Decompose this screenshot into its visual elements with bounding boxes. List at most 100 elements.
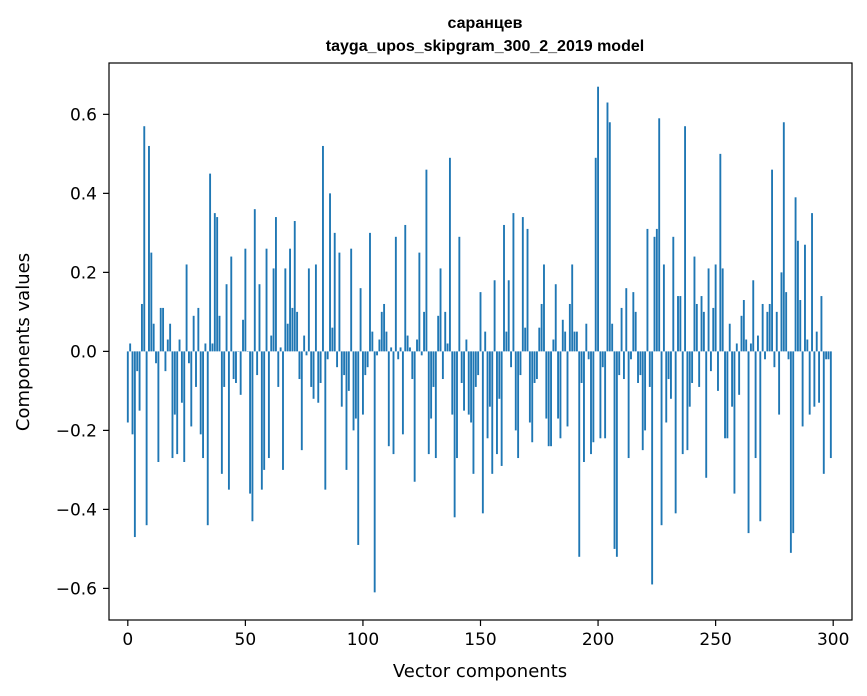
- bar: [677, 296, 679, 352]
- bar: [249, 351, 252, 494]
- bar: [665, 351, 668, 423]
- bar: [307, 268, 310, 352]
- bar: [171, 351, 174, 459]
- bar: [611, 323, 614, 352]
- bar: [387, 351, 390, 447]
- bar: [213, 213, 216, 352]
- bar: [385, 331, 388, 352]
- bar: [256, 351, 259, 376]
- bar: [270, 335, 273, 352]
- bar: [651, 351, 654, 585]
- bar: [641, 351, 644, 451]
- bar: [820, 296, 823, 352]
- bar: [420, 351, 423, 356]
- bar: [747, 351, 750, 534]
- bar: [423, 311, 426, 352]
- bar: [543, 264, 545, 352]
- bar: [378, 339, 381, 352]
- y-tick-label: 0.6: [70, 105, 97, 125]
- bar: [493, 280, 496, 352]
- bar: [486, 351, 489, 439]
- bar: [702, 311, 705, 352]
- bar: [376, 351, 378, 356]
- chart-title: саранцев: [448, 15, 523, 32]
- bar: [639, 351, 642, 376]
- bar: [416, 339, 418, 352]
- bar: [728, 323, 731, 352]
- bar: [409, 347, 411, 352]
- bar: [312, 351, 315, 399]
- bar: [742, 300, 745, 352]
- bar: [364, 351, 367, 376]
- bar: [698, 351, 701, 387]
- bar: [192, 315, 195, 352]
- bar: [260, 351, 263, 490]
- bar: [477, 351, 480, 376]
- bar: [470, 351, 473, 423]
- bar: [500, 351, 503, 466]
- bar: [733, 351, 736, 494]
- bar: [180, 351, 183, 403]
- bar: [275, 217, 277, 352]
- bar: [594, 157, 597, 352]
- bar: [359, 288, 362, 352]
- bar: [540, 303, 543, 352]
- bar: [347, 351, 350, 391]
- bar: [279, 347, 282, 352]
- bar: [768, 303, 771, 352]
- bar: [775, 311, 778, 352]
- bar: [550, 351, 552, 447]
- bar: [599, 351, 602, 439]
- chart-subtitle: tayga_upos_skipgram_300_2_2019 model: [326, 38, 644, 55]
- bar: [709, 351, 712, 372]
- bar: [822, 351, 825, 474]
- bar: [510, 351, 513, 368]
- bar: [444, 311, 447, 352]
- bar: [662, 264, 665, 352]
- bar: [787, 351, 790, 360]
- x-tick-label: 100: [347, 630, 379, 650]
- bar: [251, 351, 254, 522]
- bar: [514, 351, 517, 431]
- bar: [357, 351, 360, 545]
- bar: [366, 351, 369, 368]
- bar: [557, 351, 560, 419]
- bar: [547, 351, 550, 447]
- bar: [721, 268, 724, 352]
- y-tick-label: 0.2: [70, 263, 97, 283]
- bar: [195, 351, 197, 387]
- bar: [169, 323, 172, 352]
- bar: [291, 307, 294, 352]
- bar: [618, 351, 621, 376]
- bar: [145, 351, 148, 526]
- bar: [434, 351, 437, 459]
- bar: [749, 343, 752, 352]
- bar: [157, 351, 160, 462]
- bar: [329, 193, 331, 352]
- bar: [825, 351, 828, 360]
- y-tick-label: 0.4: [70, 184, 97, 204]
- bar: [613, 351, 616, 549]
- bar: [305, 351, 308, 356]
- bar: [670, 351, 672, 399]
- bar: [211, 343, 214, 352]
- bar: [829, 351, 832, 459]
- bar: [719, 153, 722, 352]
- bar: [296, 311, 299, 352]
- bar: [150, 252, 153, 352]
- bar: [441, 351, 444, 380]
- bar: [324, 351, 327, 490]
- bar: [303, 335, 306, 352]
- x-tick-label: 250: [699, 630, 731, 650]
- bar: [354, 351, 357, 419]
- bar: [451, 351, 454, 415]
- bar: [369, 232, 371, 352]
- bar: [705, 351, 708, 478]
- bar: [533, 351, 536, 383]
- bar: [681, 351, 684, 455]
- bar: [526, 228, 529, 352]
- bar: [761, 303, 764, 352]
- bar: [615, 351, 618, 557]
- bar: [272, 268, 275, 352]
- bar: [655, 228, 658, 352]
